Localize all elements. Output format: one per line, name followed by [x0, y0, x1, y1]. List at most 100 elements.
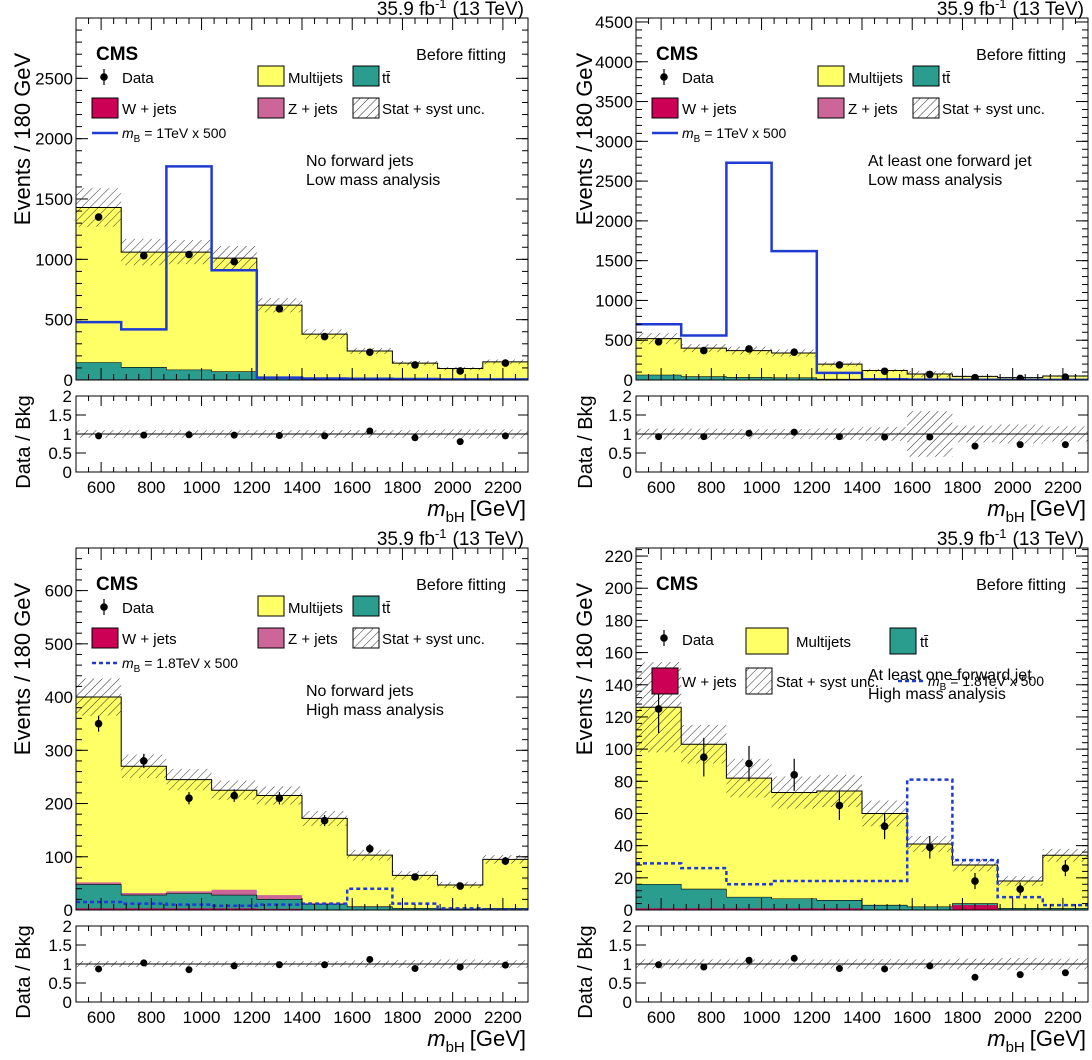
- y-tick-label: 0: [64, 901, 73, 920]
- x-tick-label: 2000: [994, 1008, 1032, 1027]
- y-tick-label: 1500: [35, 190, 73, 209]
- legend-signal-text: = 1.8TeV x 500: [946, 673, 1044, 689]
- region-label: No forward jets: [306, 683, 414, 700]
- y-tick-label: 0: [624, 901, 633, 920]
- data-point: [926, 370, 934, 379]
- ratio-point: [140, 431, 148, 439]
- x-tick-label: 1000: [743, 1008, 781, 1027]
- lumi-value: 35.9 fb: [377, 0, 435, 20]
- stage-label: Before fitting: [976, 47, 1066, 64]
- legend-data-label: Data: [122, 70, 154, 87]
- x-axis-label-sub: bH: [446, 1039, 465, 1056]
- legend: Data Multijets tt̄ W + jets Stat + syst unc.…: [651, 627, 1044, 695]
- ratio-point: [185, 431, 193, 439]
- x-tick-label: 600: [647, 478, 675, 497]
- ratio-point: [366, 955, 374, 963]
- y-tick-label: 600: [45, 582, 73, 601]
- x-axis-label-m: m: [987, 496, 1005, 521]
- uncertainty-band: [347, 849, 393, 861]
- lumi-label: 35.9 fb-1 (13 TeV): [937, 526, 1084, 550]
- ratio-point: [230, 431, 238, 439]
- data-point: [790, 771, 798, 779]
- ratio-y-axis-label: Data / Bkg: [575, 395, 597, 488]
- legend-data-label: Data: [122, 600, 154, 617]
- legend-multijets-label: Multijets: [796, 634, 851, 651]
- x-axis-label: mbH [GeV]: [987, 1026, 1086, 1056]
- x-axis-label-unit: [GeV]: [470, 496, 526, 521]
- y-tick-label: 20: [614, 869, 633, 888]
- legend-ttbar-label: tt̄: [382, 600, 391, 617]
- wjets-swatch: [651, 667, 679, 695]
- energy-label: (13 TeV): [1013, 0, 1084, 20]
- data-point: [185, 250, 193, 259]
- legend-signal-label: mB = 1.8TeV x 500: [928, 673, 1044, 693]
- data-point: [1061, 864, 1070, 872]
- y-tick-label: 2000: [595, 212, 633, 231]
- y-tick-label: 500: [45, 311, 73, 330]
- data-point: [501, 359, 510, 367]
- lumi-value: 35.9 fb: [377, 529, 435, 550]
- y-tick-label: 3000: [595, 132, 633, 151]
- zjets-swatch: [257, 627, 285, 649]
- data-swatch: [660, 634, 668, 642]
- data-point: [230, 257, 238, 266]
- ratio-point: [501, 961, 509, 969]
- y-tick-label: 140: [605, 676, 633, 695]
- multijets-swatch: [817, 65, 845, 87]
- ratio-point: [745, 956, 753, 964]
- wjets-swatch: [91, 97, 119, 119]
- lumi-label: 35.9 fb-1 (13 TeV): [377, 526, 524, 550]
- x-axis-label: mbH [GeV]: [427, 1026, 526, 1056]
- multijets-swatch-wide: [745, 627, 789, 655]
- legend-signal-text: = 1.8TeV x 500: [140, 655, 238, 671]
- ratio-y-tick-label: 0: [623, 993, 632, 1012]
- uncertainty-band: [997, 876, 1043, 886]
- ratio-point: [1061, 969, 1069, 977]
- x-tick-label: 1400: [283, 1008, 321, 1027]
- ratio-point: [971, 442, 979, 450]
- region-label: High mass analysis: [306, 702, 444, 719]
- data-point: [926, 843, 934, 852]
- legend-signal-text: = 1TeV x 500: [700, 125, 786, 141]
- x-tick-label: 1800: [384, 478, 422, 497]
- data-point: [366, 348, 374, 357]
- x-axis-label-sub: bH: [1006, 509, 1025, 526]
- x-tick-label: 2200: [484, 478, 522, 497]
- legend-signal-label: mB = 1TeV x 500: [682, 125, 787, 145]
- legend-wjets-label: W + jets: [122, 101, 177, 118]
- x-tick-label: 2000: [434, 478, 472, 497]
- x-tick-label: 600: [647, 1008, 675, 1027]
- ratio-y-axis-label: Data / Bkg: [575, 925, 597, 1018]
- x-tick-label: 2200: [1044, 478, 1082, 497]
- data-point: [1016, 374, 1024, 380]
- x-tick-label: 1800: [384, 1008, 422, 1027]
- ttbar-swatch: [889, 627, 917, 655]
- x-tick-label: 1200: [233, 478, 271, 497]
- x-axis-label-m: m: [427, 1026, 445, 1051]
- ratio-panel: 00.511.52 600 800 1000 1200 1400 1600 1800 2000 2…: [13, 387, 529, 526]
- legend-zjets-label: Z + jets: [288, 631, 338, 648]
- y-tick-label: 2000: [35, 130, 73, 149]
- ratio-y-tick-label: 1.5: [48, 406, 72, 425]
- ratio-y-tick-label: 1: [63, 955, 72, 974]
- ratio-point: [655, 433, 663, 441]
- y-tick-label: 200: [605, 579, 633, 598]
- plot-area: [636, 662, 1088, 910]
- y-tick-label: 3500: [595, 93, 633, 112]
- legend-data-label: Data: [682, 632, 714, 649]
- x-tick-label: 2000: [434, 1008, 472, 1027]
- x-tick-label: 800: [137, 478, 165, 497]
- ratio-point: [1061, 441, 1069, 449]
- data-point: [501, 857, 510, 865]
- data-point: [320, 816, 329, 825]
- legend-signal-sub: B: [134, 134, 141, 145]
- y-tick-label: 120: [605, 708, 633, 727]
- legend-signal-sub: B: [940, 682, 947, 693]
- cms-label: CMS: [96, 574, 138, 595]
- stage-label: Before fitting: [416, 47, 506, 64]
- y-tick-label: 500: [45, 635, 73, 654]
- zjets-swatch: [817, 97, 845, 119]
- ratio-y-tick-label: 0.5: [608, 974, 632, 993]
- y-tick-label: 500: [605, 331, 633, 350]
